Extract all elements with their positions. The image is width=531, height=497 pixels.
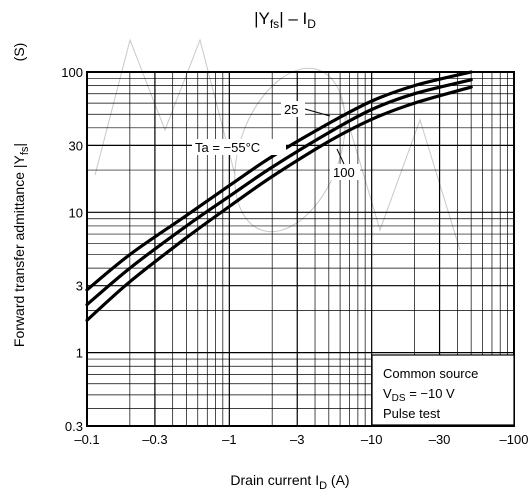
y-tick-label: 10 [69, 205, 83, 220]
x-tick-label: –30 [429, 432, 451, 447]
y-tick-label: 100 [61, 65, 83, 80]
x-tick-label: –0.3 [142, 432, 167, 447]
annotation-25-label: 25 [284, 102, 298, 117]
annotation-25: 25 [281, 101, 331, 117]
x-tick-label: –3 [290, 432, 304, 447]
y-tick-label: 0.3 [65, 419, 83, 434]
y-tick-label: 3 [76, 279, 83, 294]
annotation-100: 100 [330, 148, 360, 180]
y-tick-label: 30 [69, 138, 83, 153]
y-tick-labels: 0.3 1 3 10 30 100 [61, 65, 83, 434]
legend-line1: Common source [383, 366, 478, 381]
x-axis-label: Drain current ID (A) [230, 472, 349, 492]
chart-title: |Yfs| – ID [254, 9, 316, 31]
x-tick-label: –1 [222, 432, 236, 447]
x-tick-label: –100 [500, 432, 529, 447]
legend-line2: VDS = −10 V [383, 386, 455, 404]
x-tick-labels: –0.1 –0.3 –1 –3 –10 –30 –100 [74, 432, 528, 447]
y-axis-unit: (S) [11, 43, 27, 62]
x-tick-label: –0.1 [74, 432, 99, 447]
annotation-ta-label: Ta = −55°C [195, 140, 260, 155]
legend-line3: Pulse test [383, 406, 440, 421]
plot-frame [86, 71, 515, 427]
curves [85, 70, 473, 322]
x-tick-label: –10 [361, 432, 383, 447]
series-line-2 [85, 78, 473, 307]
annotation-ta: Ta = −55°C [192, 139, 286, 155]
y-tick-label: 1 [76, 346, 83, 361]
annotation-100-label: 100 [333, 165, 355, 180]
y-axis-label: Forward transfer admittance |Yfs| [11, 143, 31, 347]
series-line-3 [85, 85, 473, 322]
series-line-1 [85, 70, 473, 292]
legend-box: Common source VDS = −10 V Pulse test [371, 354, 515, 426]
